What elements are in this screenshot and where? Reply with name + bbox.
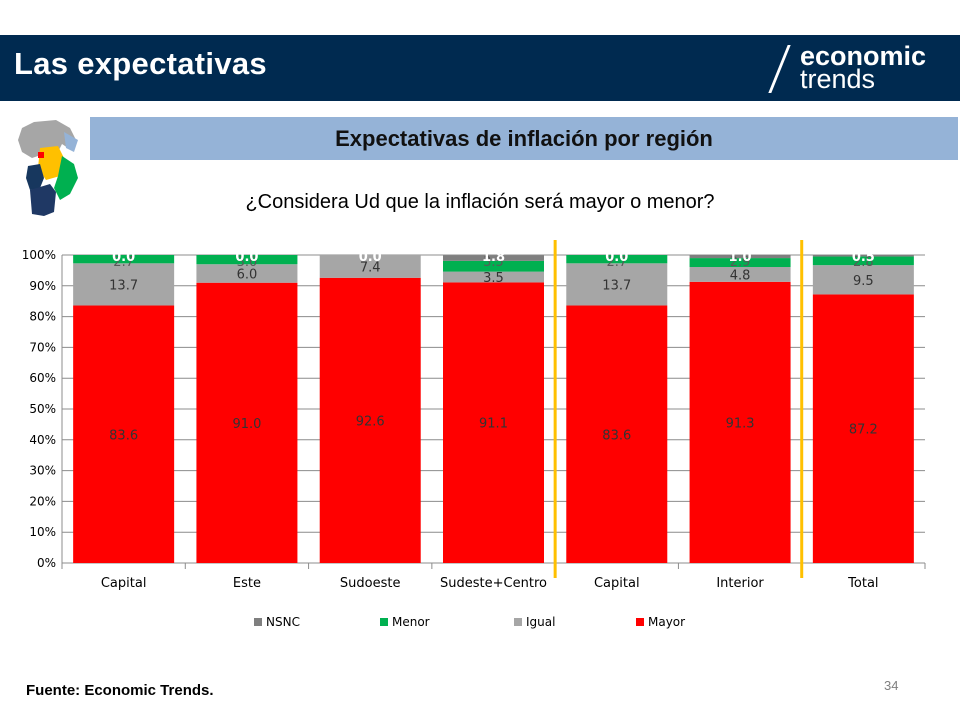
bar-menor (443, 260, 544, 272)
bar-mayor (443, 282, 544, 563)
bar-igual (443, 271, 544, 283)
bar-menor (689, 258, 791, 268)
bar-igual (319, 255, 421, 278)
legend-swatch-mayor (636, 618, 644, 626)
y-tick-label: 10% (29, 525, 56, 539)
bar-menor (73, 255, 175, 264)
bar-igual (73, 263, 175, 306)
data-label-igual: 9.5 (853, 274, 874, 289)
x-category-label: Este (233, 576, 261, 591)
data-label-mayor: 91.3 (726, 416, 755, 431)
bar-igual (689, 267, 791, 282)
legend-swatch-igual (514, 618, 522, 626)
chart-subtitle: Expectativas de inflación por región (90, 117, 958, 160)
x-category-label: Total (847, 576, 878, 591)
data-label-menor: 3.0 (237, 255, 258, 270)
data-label-igual: 6.0 (237, 267, 258, 282)
data-label-nsnc: 0.5 (852, 250, 875, 265)
legend-label-igual: Igual (526, 615, 555, 629)
logo-line2: trends (800, 64, 876, 94)
data-label-nsnc: 0.0 (235, 250, 258, 265)
data-label-nsnc: 0.0 (605, 250, 628, 265)
data-label-igual: 4.8 (730, 268, 751, 283)
y-tick-label: 90% (29, 279, 56, 293)
y-tick-label: 20% (29, 494, 56, 508)
y-tick-label: 100% (22, 248, 56, 262)
data-label-nsnc: 1.0 (729, 250, 752, 265)
legend-label-mayor: Mayor (648, 615, 685, 629)
data-label-nsnc: 0.0 (359, 250, 382, 265)
data-label-igual: 7.4 (360, 260, 381, 275)
data-label-nsnc: 1.8 (482, 250, 505, 265)
bar-igual (196, 264, 298, 283)
y-tick-label: 80% (29, 310, 56, 324)
bar-mayor (812, 294, 914, 563)
data-label-igual: 3.5 (483, 271, 504, 286)
stacked-bar-chart: 0% 10% 20% 30% 40% 50% 60% 70% 80% 90% 100% 83.6 13.… (22, 240, 926, 629)
source-note: Fuente: Economic Trends. (26, 682, 214, 699)
bar-menor (196, 255, 298, 265)
bar-igual (566, 263, 668, 306)
data-label-igual: 13.7 (602, 278, 631, 293)
bar-nsnc (443, 255, 544, 261)
data-label-menor: 2.7 (606, 255, 627, 270)
data-label-mayor: 87.2 (849, 423, 878, 438)
data-label-menor: 2.8 (853, 255, 874, 270)
economic-trends-logo: economic trends (768, 39, 956, 99)
data-label-igual: 13.7 (109, 278, 138, 293)
y-tick-label: 60% (29, 371, 56, 385)
y-tick-label: 40% (29, 433, 56, 447)
bar-mayor (689, 281, 791, 563)
data-label-mayor: 83.6 (109, 428, 138, 443)
data-label-mayor: 92.6 (356, 414, 385, 429)
page-number: 34 (884, 678, 899, 693)
y-tick-label: 0% (37, 556, 56, 570)
x-category-label: Sudoeste (340, 576, 401, 591)
logo-line1: economic (800, 41, 927, 71)
survey-question: ¿Considera Ud que la inflación será mayo… (245, 191, 715, 213)
data-label-mayor: 91.0 (232, 417, 261, 432)
argentina-regions-map-icon (18, 120, 78, 216)
legend-swatch-menor (380, 618, 388, 626)
bar-mayor (73, 305, 175, 563)
data-label-mayor: 83.6 (602, 428, 631, 443)
logo-slash-icon (768, 45, 791, 93)
y-tick-label: 70% (29, 340, 56, 354)
data-label-menor: 2.7 (113, 255, 134, 270)
x-category-label: Sudeste+Centro (440, 576, 547, 591)
x-category-label: Capital (101, 576, 147, 591)
y-tick-label: 50% (29, 402, 56, 416)
bar-menor (812, 256, 914, 266)
bar-nsnc (812, 255, 914, 257)
bar-menor (566, 255, 668, 264)
legend-label-menor: Menor (392, 615, 430, 629)
y-tick-label: 30% (29, 464, 56, 478)
page-title: Las expectativas (14, 46, 267, 81)
legend-label-nsnc: NSNC (266, 615, 300, 629)
bar-igual (812, 265, 914, 295)
data-label-nsnc: 0.0 (112, 250, 135, 265)
bar-mayor (319, 277, 421, 563)
bar-nsnc (689, 255, 791, 259)
bar-mayor (196, 282, 298, 563)
x-category-label: Interior (716, 576, 764, 591)
data-label-menor: 2.9 (730, 255, 751, 270)
legend-swatch-nsnc (254, 618, 262, 626)
bar-mayor (566, 305, 668, 563)
header-bar: Las expectativas economic trends (0, 35, 960, 101)
data-label-mayor: 91.1 (479, 417, 508, 432)
data-label-menor: 3.5 (483, 255, 504, 270)
x-category-label: Capital (594, 576, 640, 591)
